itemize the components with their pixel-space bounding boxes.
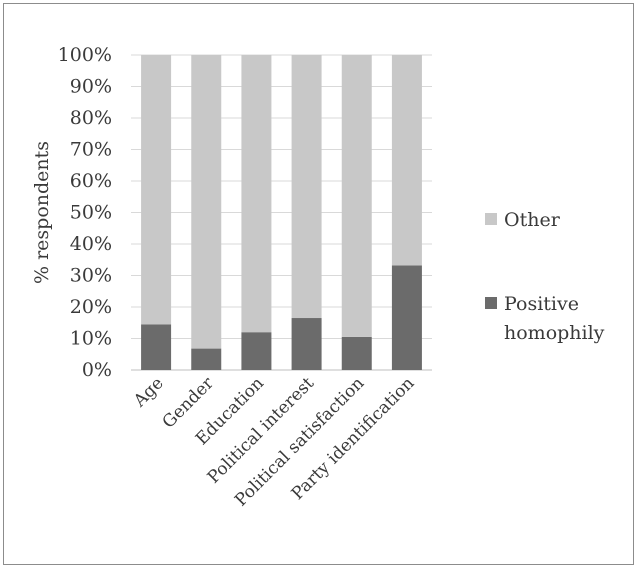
y-tick-label: 20% <box>70 296 112 318</box>
bar-other-4 <box>341 55 372 337</box>
y-tick-label: 50% <box>70 202 112 224</box>
legend-swatch-0 <box>485 213 497 225</box>
y-tick-label: 0% <box>82 359 112 381</box>
y-tick-label: 10% <box>70 328 112 350</box>
bar-positive-homophily-2 <box>241 332 272 370</box>
bar-positive-homophily-5 <box>391 265 422 370</box>
y-tick-label: 30% <box>70 265 112 287</box>
bar-positive-homophily-3 <box>291 318 322 370</box>
y-tick-label: 70% <box>70 139 112 161</box>
bar-other-0 <box>141 55 172 325</box>
y-tick-label: 60% <box>70 170 112 192</box>
bar-other-2 <box>241 55 272 333</box>
bar-other-1 <box>191 55 222 349</box>
bar-positive-homophily-0 <box>141 324 172 370</box>
y-tick-label: 80% <box>70 107 112 129</box>
bar-positive-homophily-1 <box>191 348 222 370</box>
y-tick-label: 90% <box>70 76 112 98</box>
bar-other-5 <box>391 55 422 266</box>
y-tick-label: 40% <box>70 233 112 255</box>
x-tick-label: Age <box>129 373 167 411</box>
y-axis-title: % respondents <box>31 141 53 284</box>
bar-other-3 <box>291 55 322 319</box>
legend-label: Other <box>504 209 561 231</box>
bar-positive-homophily-4 <box>341 336 372 370</box>
legend-label: homophily <box>504 322 605 344</box>
y-tick-label: 100% <box>58 44 112 66</box>
legend-swatch-1 <box>485 297 497 309</box>
legend-label: Positive <box>504 293 579 315</box>
